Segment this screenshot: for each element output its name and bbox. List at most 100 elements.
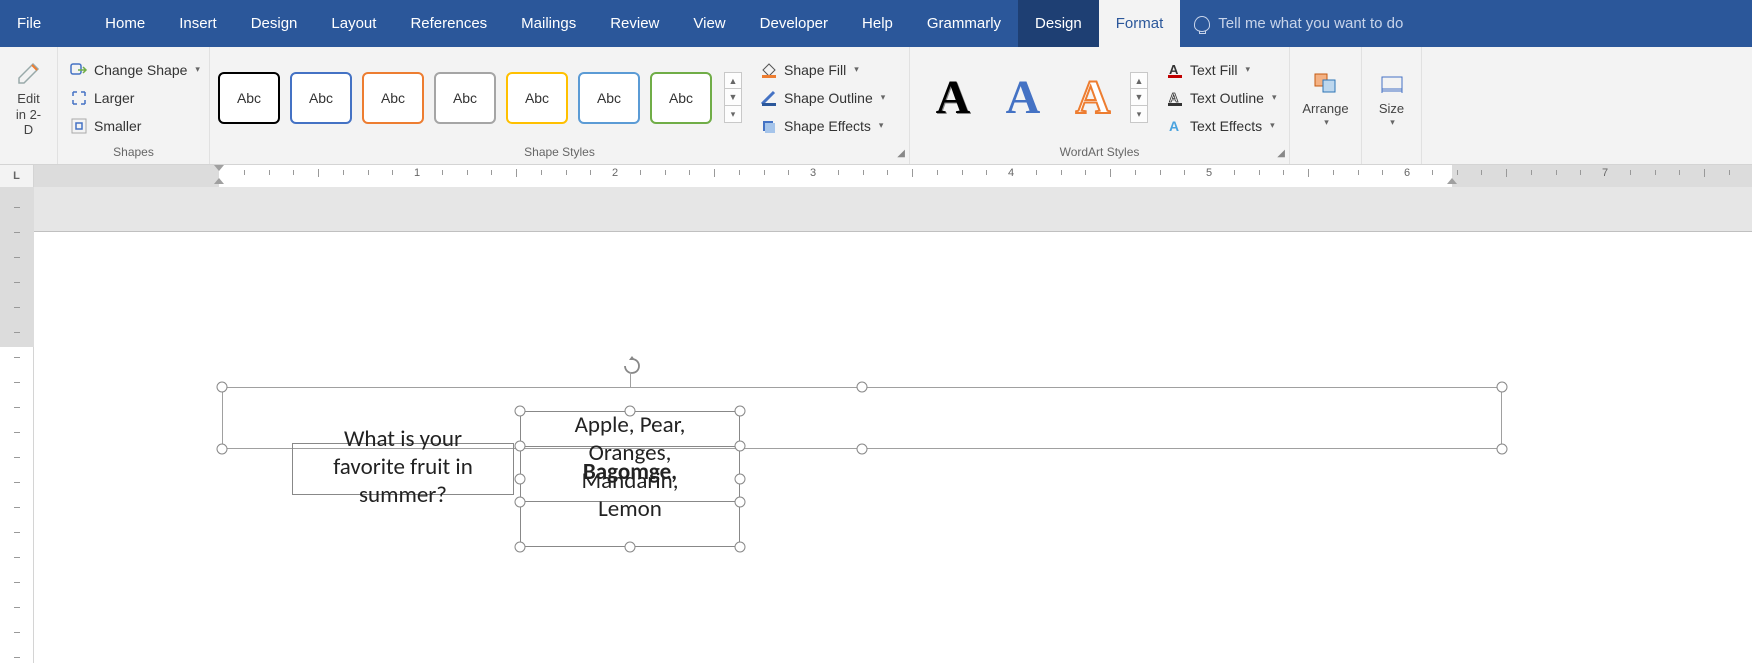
smartart-node-question-text: What is your favorite fruit in summer?: [292, 425, 514, 509]
gallery-scroll[interactable]: ▲ ▼ ▾: [724, 72, 742, 123]
tab-file[interactable]: File: [0, 0, 58, 47]
shape-effects-button[interactable]: Shape Effects ▾: [756, 115, 889, 137]
size-label: Size: [1379, 101, 1404, 117]
chevron-down-icon: ▾: [1245, 64, 1250, 75]
group-shapes: Change Shape ▾ Larger Smaller Shapes: [58, 47, 210, 164]
rotation-handle-icon[interactable]: [622, 356, 638, 372]
shape-outline-label: Shape Outline: [784, 90, 873, 106]
tab-design[interactable]: Design: [234, 0, 315, 47]
gallery-down-icon[interactable]: ▼: [724, 89, 742, 106]
chevron-down-icon: ▾: [1270, 120, 1275, 131]
tab-home[interactable]: Home: [88, 0, 162, 47]
shape-effects-icon: [760, 117, 778, 135]
smaller-icon: [70, 117, 88, 135]
lightbulb-icon: [1194, 16, 1210, 32]
selection-handle[interactable]: [857, 382, 868, 393]
shape-outline-icon: [760, 89, 778, 107]
tab-insert[interactable]: Insert: [162, 0, 234, 47]
dialog-launcher-icon[interactable]: ◢: [897, 146, 905, 162]
tab-view[interactable]: View: [676, 0, 742, 47]
svg-text:A: A: [1169, 90, 1179, 105]
tab-grammarly[interactable]: Grammarly: [910, 0, 1018, 47]
text-effects-icon: A: [1166, 117, 1184, 135]
selection-handle[interactable]: [735, 542, 746, 553]
shape-style-thumb[interactable]: Abc: [290, 72, 352, 124]
gallery-up-icon[interactable]: ▲: [1130, 72, 1148, 89]
text-effects-button[interactable]: A Text Effects ▾: [1162, 115, 1280, 137]
selection-handle[interactable]: [515, 542, 526, 553]
larger-button[interactable]: Larger: [66, 87, 204, 109]
arrange-icon: [1310, 67, 1342, 99]
selection-handle[interactable]: [515, 497, 526, 508]
wordart-thumb[interactable]: A: [918, 70, 988, 125]
text-effects-label: Text Effects: [1190, 118, 1262, 134]
selection-handle[interactable]: [735, 441, 746, 452]
svg-text:A: A: [1169, 62, 1179, 77]
selection-handle[interactable]: [735, 497, 746, 508]
selection-handle[interactable]: [735, 406, 746, 417]
horizontal-ruler[interactable]: 1234567: [34, 165, 1752, 187]
shape-fill-button[interactable]: Shape Fill ▾: [756, 59, 889, 81]
edit-in-2d-label: Edit in 2-D: [13, 91, 45, 138]
text-outline-label: Text Outline: [1190, 90, 1264, 106]
gallery-down-icon[interactable]: ▼: [1130, 89, 1148, 106]
selection-handle[interactable]: [1497, 444, 1508, 455]
selection-handle[interactable]: [217, 444, 228, 455]
gallery-up-icon[interactable]: ▲: [724, 72, 742, 89]
selection-handle[interactable]: [217, 382, 228, 393]
text-fill-button[interactable]: A Text Fill ▾: [1162, 59, 1280, 81]
chevron-down-icon: ▾: [1272, 92, 1277, 103]
tell-me-search[interactable]: Tell me what you want to do: [1180, 0, 1417, 47]
shape-style-thumb[interactable]: Abc: [650, 72, 712, 124]
selection-handle[interactable]: [1497, 382, 1508, 393]
change-shape-button[interactable]: Change Shape ▾: [66, 59, 204, 81]
selection-handle[interactable]: [515, 474, 526, 485]
gallery-scroll[interactable]: ▲ ▼ ▾: [1130, 72, 1148, 123]
tab-context-design[interactable]: Design: [1018, 0, 1099, 47]
group-edit: Edit in 2-D: [0, 47, 58, 164]
tab-references[interactable]: References: [393, 0, 504, 47]
dialog-launcher-icon[interactable]: ◢: [1277, 146, 1285, 162]
tab-mailings[interactable]: Mailings: [504, 0, 593, 47]
shape-style-thumb[interactable]: Abc: [578, 72, 640, 124]
tab-review[interactable]: Review: [593, 0, 676, 47]
vertical-ruler[interactable]: [0, 187, 34, 663]
gallery-more-icon[interactable]: ▾: [1130, 106, 1148, 123]
page[interactable]: What is your favorite fruit in summer? B…: [34, 231, 1752, 663]
tab-help[interactable]: Help: [845, 0, 910, 47]
shape-style-thumb[interactable]: Abc: [434, 72, 496, 124]
tab-developer[interactable]: Developer: [743, 0, 845, 47]
smartart-node-answer-text: Apple, Pear, Oranges, Mandarin, Lemon: [520, 411, 740, 523]
selection-handle[interactable]: [515, 441, 526, 452]
change-shape-icon: [70, 61, 88, 79]
edit-in-2d-button[interactable]: Edit in 2-D: [5, 53, 53, 142]
smaller-button[interactable]: Smaller: [66, 115, 204, 137]
arrange-button[interactable]: Arrange ▾: [1294, 63, 1356, 131]
tab-context-format[interactable]: Format: [1099, 0, 1181, 47]
selection-handle[interactable]: [735, 474, 746, 485]
tab-selector[interactable]: L: [0, 165, 34, 187]
wordart-gallery[interactable]: A A A ▲ ▼ ▾: [918, 70, 1148, 125]
selection-handle[interactable]: [625, 406, 636, 417]
text-outline-button[interactable]: A Text Outline ▾: [1162, 87, 1280, 109]
shape-outline-button[interactable]: Shape Outline ▾: [756, 87, 889, 109]
gallery-more-icon[interactable]: ▾: [724, 106, 742, 123]
group-shapes-label: Shapes: [58, 144, 209, 164]
shape-style-thumb[interactable]: Abc: [362, 72, 424, 124]
shape-style-thumb[interactable]: Abc: [506, 72, 568, 124]
chevron-down-icon: ▾: [879, 120, 884, 131]
shape-style-gallery[interactable]: Abc Abc Abc Abc Abc Abc Abc ▲ ▼ ▾: [218, 72, 742, 124]
selection-handle[interactable]: [625, 542, 636, 553]
shape-style-thumb[interactable]: Abc: [218, 72, 280, 124]
text-outline-icon: A: [1166, 89, 1184, 107]
size-button[interactable]: Size ▾: [1368, 63, 1416, 131]
chevron-down-icon: ▾: [195, 64, 200, 75]
arrange-label: Arrange: [1302, 101, 1348, 117]
wordart-thumb[interactable]: A: [1058, 70, 1128, 125]
selection-handle[interactable]: [515, 406, 526, 417]
wordart-thumb[interactable]: A: [988, 70, 1058, 125]
chevron-down-icon: ▾: [854, 64, 859, 75]
document-canvas[interactable]: What is your favorite fruit in summer? B…: [34, 187, 1752, 663]
tab-layout[interactable]: Layout: [314, 0, 393, 47]
selection-handle[interactable]: [857, 444, 868, 455]
